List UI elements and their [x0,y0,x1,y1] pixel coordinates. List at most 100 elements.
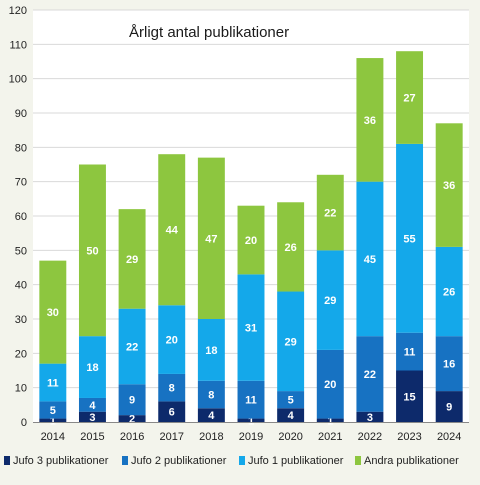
bar-segment [237,418,265,422]
bar-data-label: 22 [364,369,376,381]
bar-segment [118,209,146,309]
bar-segment [197,319,225,381]
bar-segment [39,418,67,422]
bar-segment [316,349,344,419]
bar-segment [158,373,186,402]
bar-segment [197,380,225,409]
bar-segment [396,143,424,333]
bar-segment [435,123,463,247]
bar-data-label: 6 [169,407,175,419]
x-tick-label: 2016 [120,431,144,443]
bar-data-label: 29 [126,254,138,266]
bar-data-label: 1 [248,415,254,427]
bar-segment [158,305,186,374]
bar-data-label: 44 [166,225,179,237]
bar-segment [356,181,384,337]
bar-segment [277,202,305,292]
bar-segment [78,397,106,412]
bar-segment [237,380,265,419]
bar-segment [78,164,106,337]
y-tick-label: 70 [15,177,27,189]
x-tick-label: 2022 [358,431,382,443]
bar-segment [316,174,344,251]
bar-data-label: 47 [205,233,217,245]
bar-data-label: 36 [443,180,455,192]
bar-data-label: 30 [47,307,59,319]
bar-data-label: 3 [89,412,95,424]
legend-label: Jufo 2 publikationer [131,455,227,467]
bar-segment [118,384,146,416]
x-tick-label: 2023 [397,431,421,443]
bar-data-label: 1 [327,415,333,427]
bar-data-label: 1 [50,415,56,427]
legend: Jufo 3 publikationer Jufo 2 publikationer… [4,455,459,467]
bar-segment [237,274,265,381]
bar-segment [396,332,424,371]
bar-segment [197,408,225,422]
bar-segment [158,154,186,306]
x-tick-label: 2018 [199,431,223,443]
bar-data-label: 26 [285,242,297,254]
bar-segment [396,370,424,422]
y-tick-label: 110 [9,39,27,51]
bar-data-label: 15 [403,391,415,403]
legend-swatch [4,456,10,465]
y-tick-label: 30 [15,314,27,326]
y-tick-label: 40 [15,280,27,292]
bar-data-label: 11 [404,347,416,359]
x-axis-ticks: 2014 2015 2016 2017 2018 2019 2020 2021 2022 2023… [41,431,462,443]
bar-data-label: 11 [47,378,59,390]
bar-data-label: 2 [129,414,135,426]
bar-segment [435,391,463,422]
bars: 1511303418502922296820444818471113120452… [39,51,463,427]
bar-data-label: 55 [403,233,415,245]
bar-segment [316,418,344,422]
y-tick-label: 120 [9,5,27,17]
y-tick-label: 80 [15,142,27,154]
y-tick-label: 0 [21,417,27,429]
x-tick-label: 2019 [239,431,263,443]
bar-segment [277,291,305,392]
legend-label: Jufo 1 publikationer [248,455,344,467]
bar-segment [158,401,186,422]
bar-data-label: 22 [324,208,336,220]
bar-segment [435,246,463,337]
bar-data-label: 4 [288,410,295,422]
bar-segment [396,51,424,144]
legend-label: Jufo 3 publikationer [13,455,109,467]
y-tick-label: 60 [15,211,27,223]
bar-data-label: 20 [245,235,257,247]
bar-data-label: 45 [364,254,376,266]
bar-data-label: 4 [89,400,96,412]
bar-data-label: 20 [324,379,336,391]
bar-segment [237,205,265,275]
bar-data-label: 29 [324,295,336,307]
legend-swatch [239,456,245,465]
bar-data-label: 5 [288,395,294,407]
bar-data-label: 22 [126,341,138,353]
bar-segment [435,336,463,392]
bar-data-label: 18 [86,362,98,374]
legend-swatch [355,456,361,465]
bar-segment [39,260,67,364]
bar-segment [39,401,67,419]
bar-segment [118,308,146,385]
bar-segment [316,250,344,350]
bar-segment [197,157,225,319]
y-axis-ticks: 0 10 20 30 40 50 60 70 80 90 100 110 120 [9,5,27,429]
bar-data-label: 50 [86,245,98,257]
legend-label: Andra publikationer [364,455,459,467]
y-tick-label: 90 [15,108,27,120]
bar-segment [356,336,384,412]
bar-data-label: 8 [169,383,175,395]
bar-segment [78,336,106,398]
y-tick-label: 10 [15,383,27,395]
bar-data-label: 3 [367,412,373,424]
bar-data-label: 9 [446,402,452,414]
bar-data-label: 18 [205,345,217,357]
bar-data-label: 8 [208,390,214,402]
bar-data-label: 4 [208,410,215,422]
legend-swatch [122,456,128,465]
y-tick-label: 100 [9,74,27,86]
bar-data-label: 26 [443,287,455,299]
